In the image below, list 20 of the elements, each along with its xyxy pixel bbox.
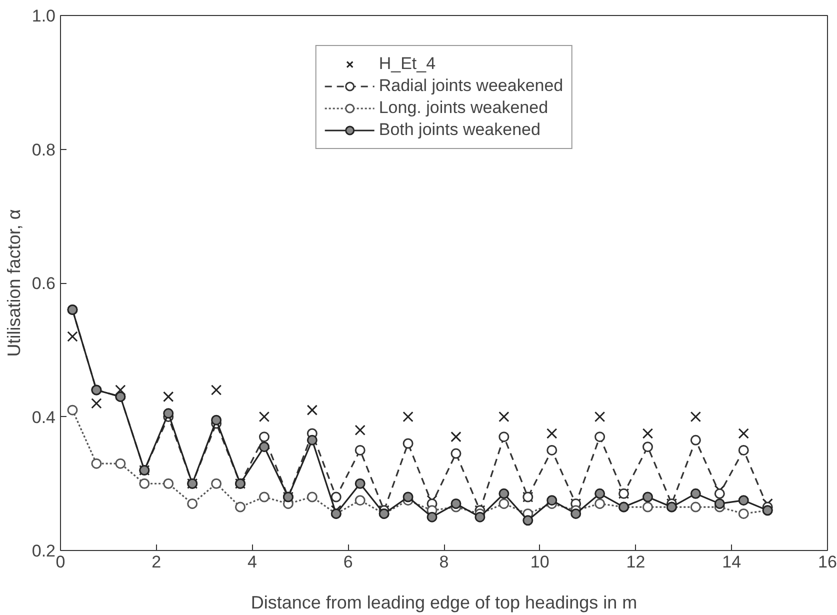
x-tick-label: 12 [626,552,646,572]
x-tick-label: 10 [530,552,550,572]
x-tick-label: 14 [722,552,742,572]
x-tick-label: 0 [56,552,66,572]
legend-label: Radial joints weeakened [378,76,564,96]
x-tick-label: 2 [152,552,162,572]
x-tick-label: 4 [248,552,257,572]
x-tick-label: 8 [439,552,449,572]
legend-label: H_Et_4 [378,54,436,74]
y-tick-label: 0.4 [32,408,56,427]
y-tick-label: 0.2 [32,542,56,560]
x-tick-label: 6 [343,552,353,572]
legend-label: Both joints weakened [378,120,540,140]
legend-label: Long. joints weakened [378,98,548,118]
y-tick-label: 0.8 [32,140,56,160]
y-tick-label: 0.6 [32,274,56,293]
y-tick-label: 1.0 [32,6,56,26]
x-axis-title: Distance from leading edge of top headings in m [250,592,638,612]
x-tick-label: 16 [818,552,837,572]
y-axis-title: Utilisation factor, α [4,209,24,357]
